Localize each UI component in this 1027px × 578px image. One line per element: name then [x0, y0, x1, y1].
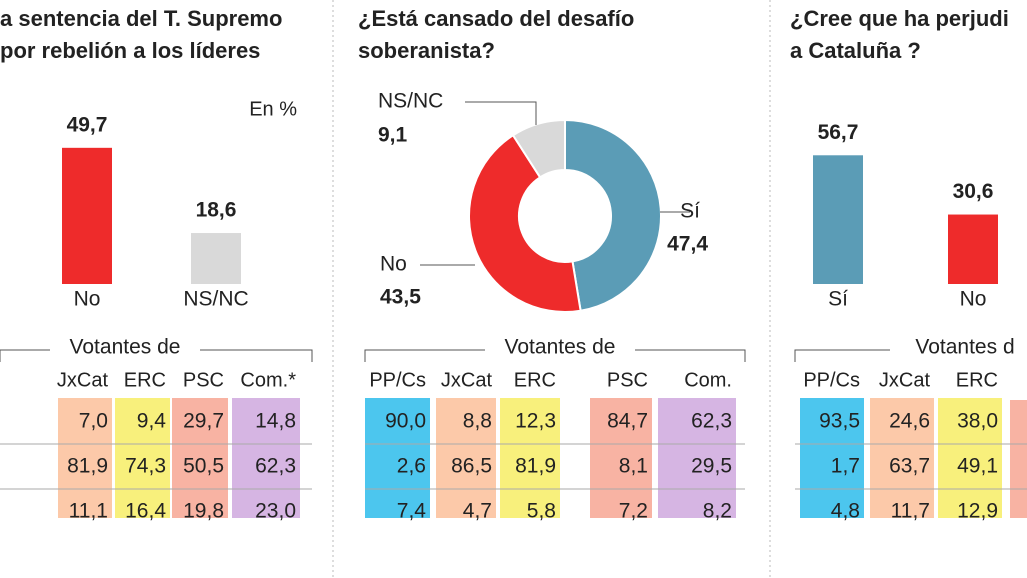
table-cell: 81,9 [515, 455, 556, 478]
table-cell: 12,9 [957, 500, 998, 523]
value-label: 30,6 [953, 180, 994, 203]
column-bg [800, 398, 864, 518]
column-header: PSC [183, 369, 224, 391]
bar [948, 214, 998, 284]
value-label: 49,7 [67, 113, 108, 136]
column-header: PP/Cs [803, 369, 860, 391]
bar [62, 147, 112, 284]
panel-title: soberanista? [358, 38, 495, 63]
column-header: PSC [607, 369, 648, 391]
unit-note: En % [249, 98, 297, 120]
header-bg [890, 336, 1027, 362]
column-bg [938, 398, 1002, 518]
donut-slice [564, 118, 662, 312]
column-bg [658, 398, 736, 518]
table-cell: 11,1 [69, 500, 108, 523]
table-cell: 29,5 [691, 455, 732, 478]
panel-title: ¿Cree que ha perjudi [790, 6, 1009, 31]
table-cell: 8,8 [463, 410, 492, 433]
table-cell: 12,3 [515, 410, 556, 433]
table-cell: 4,8 [831, 500, 860, 523]
table-cell: 38,0 [957, 410, 998, 433]
bar [191, 233, 241, 284]
table-cell: 62,3 [691, 410, 732, 433]
table-cell: 50,5 [183, 455, 224, 478]
table-cell: 86,5 [451, 455, 492, 478]
category-label: Sí [680, 200, 700, 223]
table-cell: 8,2 [703, 500, 732, 523]
value-label: 43,5 [380, 286, 421, 309]
column-header: JxCat [879, 369, 931, 391]
table-header: Votantes de [70, 336, 181, 359]
bar [813, 155, 863, 284]
header-bg [50, 336, 200, 362]
column-header: JxCat [57, 369, 109, 391]
table-cell: 2,6 [397, 455, 426, 478]
table-header: Votantes de [505, 336, 616, 359]
table-header: Votantes d [915, 336, 1014, 359]
column-bg [870, 398, 934, 518]
table-cell: 29,7 [183, 410, 224, 433]
table-cell: 5,8 [527, 500, 556, 523]
table-cell: 11,7 [891, 500, 930, 523]
header-bg [485, 336, 635, 362]
category-label: NS/NC [183, 288, 248, 311]
table-cell: 4,7 [463, 500, 492, 523]
table-cell: 14,8 [255, 410, 296, 433]
column-bg [500, 398, 560, 518]
table-cell: 1,7 [831, 455, 860, 478]
column-header: PP/Cs [369, 369, 426, 391]
column-bg [58, 398, 112, 518]
column-bg [232, 398, 300, 518]
column-header: ERC [124, 369, 166, 391]
table-cell: 7,2 [619, 500, 648, 523]
table-cell: 8,1 [619, 455, 648, 478]
table-cell: 24,6 [889, 410, 930, 433]
table-cell: 9,4 [137, 410, 167, 433]
panel-title: a sentencia del T. Supremo [0, 6, 282, 31]
table-cell: 49,1 [957, 455, 998, 478]
donut-slice [511, 118, 566, 179]
category-label: Sí [828, 288, 848, 311]
table-cell: 93,5 [819, 410, 860, 433]
column-bg [436, 398, 496, 518]
column-header: JxCat [441, 369, 493, 391]
table-cell: 84,7 [607, 410, 648, 433]
table-cell: 19,8 [183, 500, 224, 523]
column-bg [590, 398, 652, 518]
table-cell: 74,3 [125, 455, 166, 478]
category-label: No [380, 253, 407, 276]
leader-line [465, 101, 537, 125]
donut-slice [468, 133, 582, 313]
category-label: No [960, 288, 987, 311]
column-header: Com.* [240, 369, 296, 391]
column-bg [115, 398, 170, 518]
table-cell: 7,4 [397, 500, 427, 523]
value-label: 9,1 [378, 124, 408, 147]
panel-title: ¿Está cansado del desafío [358, 6, 634, 31]
column-header: Com. [684, 369, 732, 391]
table-cell: 81,9 [67, 455, 108, 478]
table-cell: 16,4 [125, 500, 166, 523]
value-label: 47,4 [667, 233, 708, 256]
column-bg [365, 398, 430, 518]
panel-title: por rebelión a los líderes [0, 38, 260, 63]
value-label: 18,6 [196, 199, 237, 222]
table-cell: 7,0 [79, 410, 108, 433]
table-cell: 23,0 [255, 500, 296, 523]
category-label: NS/NC [378, 90, 443, 113]
panel-title: a Cataluña ? [790, 38, 921, 63]
table-cell: 63,7 [889, 455, 930, 478]
cropped-column [1010, 400, 1027, 518]
column-header: ERC [514, 369, 556, 391]
category-label: No [74, 288, 101, 311]
table-cell: 90,0 [385, 410, 426, 433]
value-label: 56,7 [818, 121, 859, 144]
table-cell: 62,3 [255, 455, 296, 478]
column-bg [172, 398, 228, 518]
column-header: ERC [956, 369, 998, 391]
